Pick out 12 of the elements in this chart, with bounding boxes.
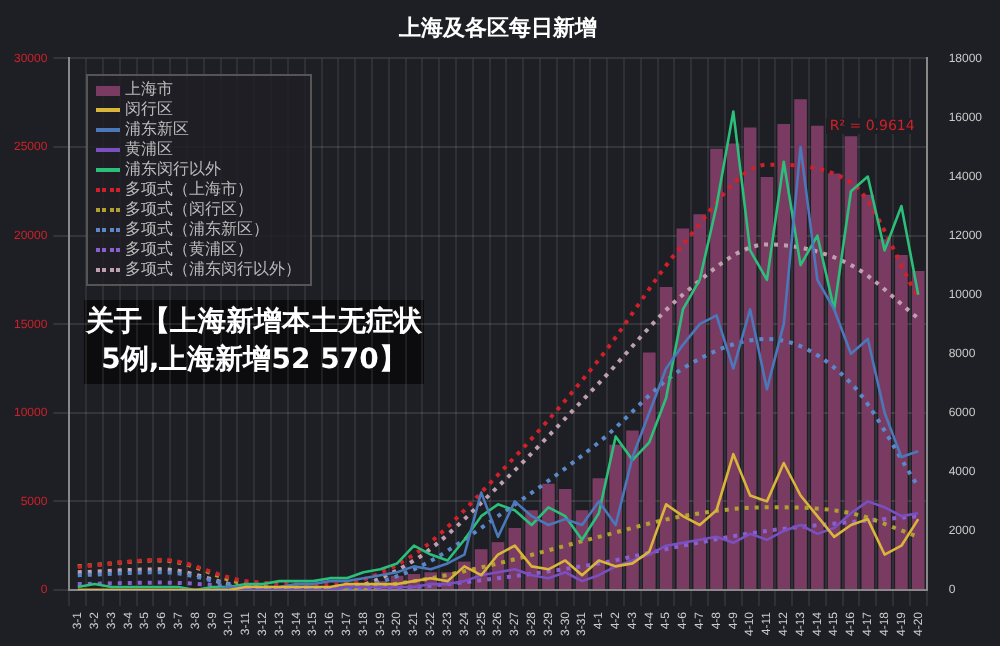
legend-label: 多项式（上海市） xyxy=(123,180,256,201)
legend-label: 闵行区 xyxy=(123,100,176,120)
legend-label: 浦东闵行以外 xyxy=(123,160,224,180)
legend-label: 浦东新区 xyxy=(123,120,192,141)
legend-label: 多项式（闵行区） xyxy=(123,200,256,220)
legend-label: 黄浦区 xyxy=(123,140,176,160)
chart-title: 上海及各区每日新增 xyxy=(397,15,597,42)
legend-label: 多项式（黄浦区） xyxy=(123,240,256,260)
legend-label: 上海市 xyxy=(123,80,176,101)
legend-label: 多项式（浦东新区） xyxy=(123,220,272,241)
text: 关于【上海新增本土无症状5例,上海新增52 570】 xyxy=(84,300,424,384)
legend-label: 多项式（浦东闵行以外） xyxy=(123,260,302,281)
